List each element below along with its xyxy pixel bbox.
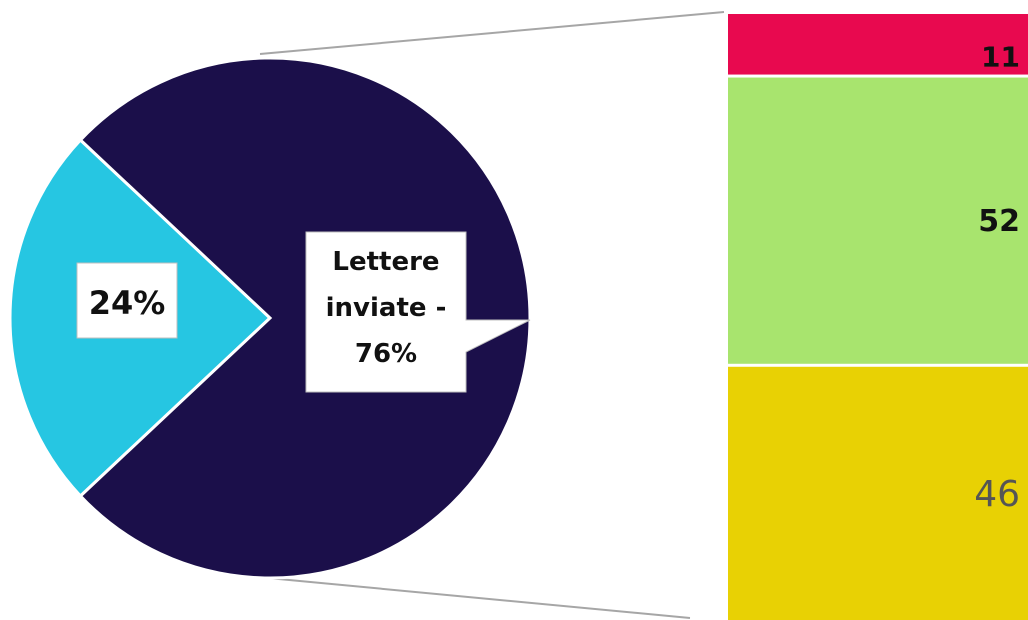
connector-line-bottom (267, 577, 691, 619)
bar-segment-11 (728, 14, 1028, 75)
pie-label-lettere-inviate: Lettere inviate -76% (326, 247, 447, 369)
pie-slice-lettere-inviate (78, 56, 532, 580)
bar-label-11: 11 (981, 41, 1020, 74)
bar-segment-46 (728, 366, 1028, 620)
pie-callout-lettere-inviate (305, 231, 531, 393)
data-labels: 11 52 46 24% Lettere inviate -76% (76, 41, 1020, 515)
pie-label-box-small (76, 262, 178, 339)
bar-label-52: 52 (978, 204, 1020, 239)
connector-lines (259, 11, 725, 619)
connector-line-top (259, 11, 725, 55)
bar-label-46: 46 (974, 474, 1020, 515)
stacked-bar (728, 14, 1028, 620)
pie-label-small: 24% (89, 284, 166, 322)
bar-segment-52 (728, 77, 1028, 364)
